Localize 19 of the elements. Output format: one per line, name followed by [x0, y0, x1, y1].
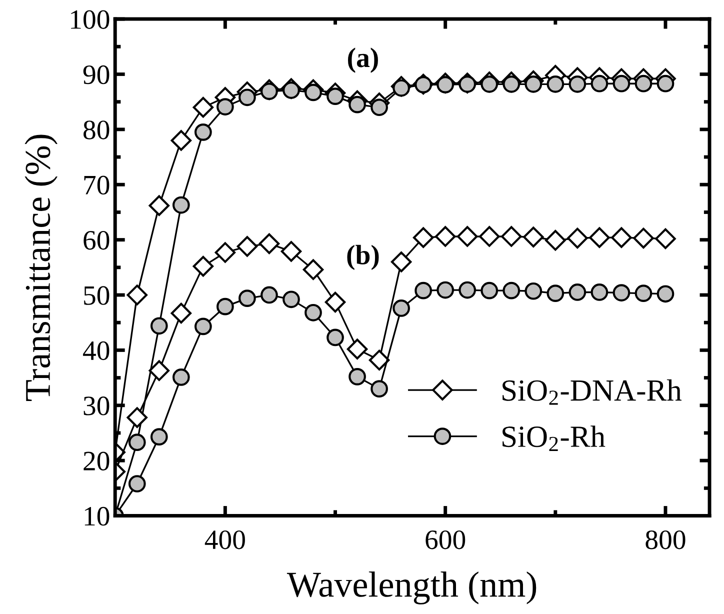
legend-label: SiO$_{2}$-Rh: [502, 426, 606, 452]
y-tick-label: 30: [84, 396, 110, 416]
x-axis-title: Wavelength (nm): [286, 572, 536, 604]
legend-label: SiO$_{2}$-DNA-Rh: [502, 379, 682, 405]
y-tick-label: 100: [71, 10, 110, 29]
annotation: (a): [348, 48, 378, 73]
x-tick-label: 800: [646, 530, 686, 550]
y-axis-title: Transmittance (%): [24, 134, 58, 401]
y-tick-label: 10: [84, 506, 110, 526]
y-tick-label: 70: [84, 176, 110, 195]
y-tick-label: 40: [83, 341, 110, 360]
y-tick-label: 20: [84, 452, 110, 470]
y-tick-label: 80: [84, 120, 110, 140]
x-tick-label: 600: [426, 530, 466, 550]
x-tick-label: 400: [204, 530, 245, 550]
annotation: (b): [347, 244, 379, 270]
y-tick-label: 90: [83, 65, 110, 84]
y-tick-label: 60: [84, 230, 110, 250]
y-tick-label: 50: [84, 286, 110, 305]
